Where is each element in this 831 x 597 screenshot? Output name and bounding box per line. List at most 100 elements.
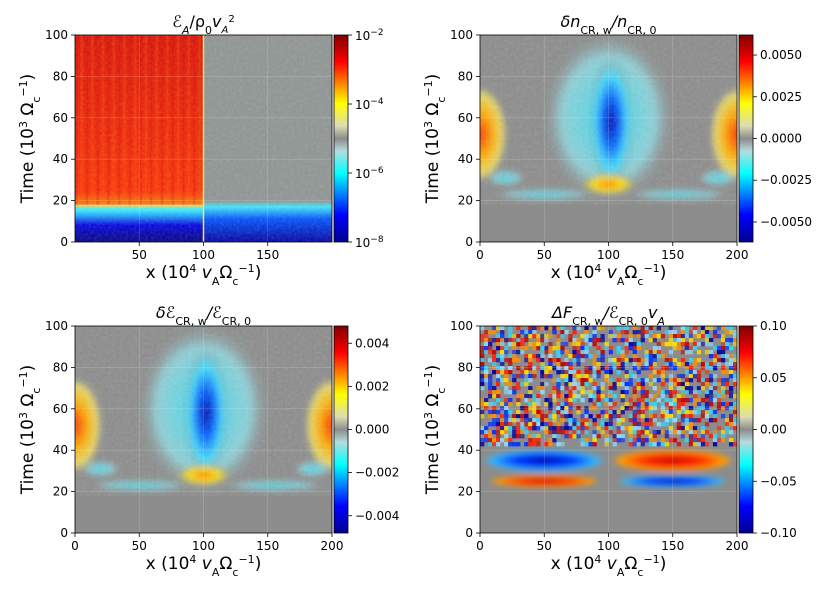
noise-cell (656, 430, 662, 435)
noise-cell (692, 370, 698, 375)
noise-cell (708, 374, 714, 379)
noise-cell (712, 430, 718, 435)
noise-cell (636, 342, 641, 347)
noise-cell (696, 374, 702, 379)
noise-cell (660, 422, 666, 427)
noise-cell (580, 398, 585, 403)
noise-cell (596, 394, 601, 399)
noise-cell (536, 442, 541, 447)
noise-cell (512, 354, 517, 359)
noise-cell (592, 382, 597, 387)
noise-cell (632, 366, 637, 371)
noise-cell (580, 382, 585, 387)
noise-cell (732, 366, 737, 371)
noise-cell (656, 350, 662, 355)
noise-cell (724, 378, 730, 383)
noise-cell (620, 366, 625, 371)
y-axis-label: Time (103 Ωc−1) (422, 365, 448, 496)
noise-cell (560, 334, 565, 339)
noise-cell (712, 398, 718, 403)
noise-cell (576, 354, 581, 359)
noise-cell (556, 386, 561, 391)
noise-cell (704, 350, 710, 355)
noise-cell (536, 358, 541, 363)
noise-cell (548, 354, 553, 359)
noise-cell (716, 406, 722, 411)
noise-cell (604, 346, 609, 351)
y-tick-label: 60 (458, 111, 473, 125)
noise-cell (620, 426, 625, 431)
noise-cell (712, 418, 718, 423)
noise-cell (644, 334, 649, 339)
noise-cell (576, 426, 581, 431)
noise-cell (508, 330, 513, 335)
noise-cell (660, 378, 666, 383)
noise-cell (716, 362, 722, 367)
noise-cell (696, 334, 702, 339)
colorbar-tick-label: −0.002 (355, 466, 399, 480)
noise-cell (488, 330, 493, 335)
noise-cell (492, 442, 497, 447)
noise-cell (692, 418, 698, 423)
noise-cell (512, 426, 517, 431)
x-tick-label: 100 (192, 539, 215, 553)
noise-cell (676, 386, 682, 391)
noise-cell (492, 418, 497, 423)
noise-cell (664, 390, 670, 395)
noise-cell (728, 386, 734, 391)
x-tick-label: 150 (256, 539, 279, 553)
noise-cell (484, 342, 489, 347)
noise-cell (580, 378, 585, 383)
noise-cell (532, 426, 537, 431)
noise-cell (684, 434, 690, 439)
noise-cell (512, 390, 517, 395)
noise-cell (660, 406, 666, 411)
noise-cell (488, 342, 493, 347)
noise-cell (604, 414, 609, 419)
noise-cell (572, 326, 577, 331)
colorbar-tick-label: 0.002 (355, 379, 389, 393)
noise-cell (548, 402, 553, 407)
noise-cell (504, 378, 509, 383)
noise-cell (540, 354, 545, 359)
noise-cell (560, 362, 565, 367)
noise-cell (640, 382, 645, 387)
noise-cell (560, 410, 565, 415)
noise-cell (664, 366, 670, 371)
noise-cell (536, 402, 541, 407)
noise-cell (620, 338, 625, 343)
noise-cell (544, 350, 549, 355)
noise-cell (548, 346, 553, 351)
noise-cell (672, 338, 678, 343)
noise-cell (564, 414, 569, 419)
noise-cell (500, 330, 505, 335)
noise-cell (564, 426, 569, 431)
noise-cell (560, 386, 565, 391)
noise-cell (552, 438, 557, 443)
noise-cell (624, 386, 629, 391)
noise-cell (644, 326, 649, 331)
y-tick-label: 80 (458, 360, 473, 374)
noise-cell (644, 426, 649, 431)
noise-cell (700, 362, 706, 367)
noise-cell (640, 402, 645, 407)
noise-cell (608, 358, 613, 363)
noise-cell (732, 406, 737, 411)
noise-cell (536, 438, 541, 443)
noise-cell (628, 382, 633, 387)
noise-cell (552, 398, 557, 403)
noise-cell (640, 414, 645, 419)
noise-cell (548, 366, 553, 371)
noise-cell (544, 422, 549, 427)
noise-cell (496, 442, 501, 447)
noise-cell (516, 442, 521, 447)
noise-cell (716, 358, 722, 363)
noise-cell (592, 406, 597, 411)
noise-cell (524, 346, 529, 351)
noise-cell (480, 430, 485, 435)
noise-cell (512, 430, 517, 435)
noise-cell (548, 438, 553, 443)
noise-cell (660, 334, 666, 339)
noise-cell (696, 386, 702, 391)
noise-cell (720, 394, 726, 399)
